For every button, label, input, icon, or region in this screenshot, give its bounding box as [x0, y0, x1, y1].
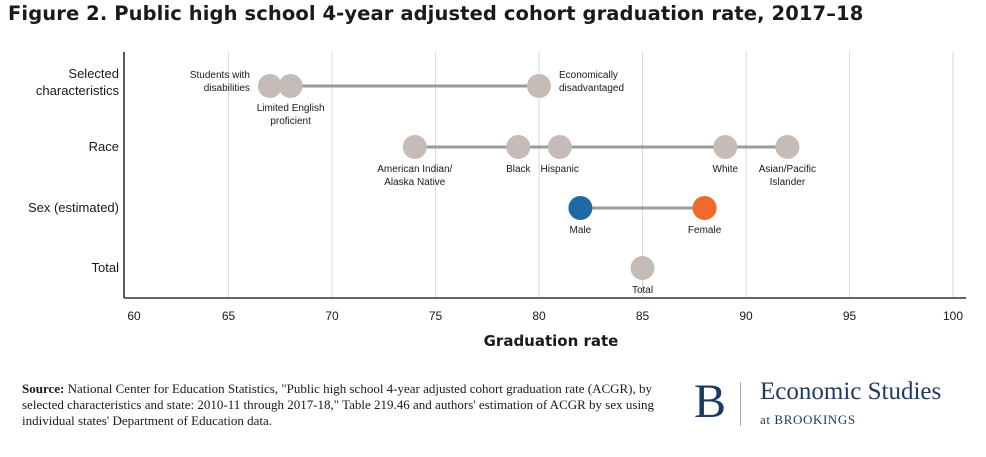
figure-title: Figure 2. Public high school 4-year adju…: [8, 2, 864, 25]
brand-name: Economic Studies: [760, 378, 942, 405]
data-point: [402, 135, 427, 159]
x-tick-label: 60: [127, 309, 141, 323]
point-label: Male: [570, 225, 592, 236]
point-label: Female: [688, 225, 722, 236]
data-point: [713, 135, 738, 159]
x-tick-label: 100: [943, 309, 963, 323]
data-series: Students with disabilities Limited English…: [190, 70, 816, 296]
data-point: [630, 256, 655, 280]
dot-plot-chart: 60 65 70 75 80 85 90 95 100 Selected characterist…: [28, 52, 966, 350]
x-tick-label: 65: [222, 309, 236, 323]
source-note: Source: National Center for Education St…: [22, 381, 662, 429]
point-label: Economically disadvantaged: [559, 70, 624, 94]
data-point: [692, 196, 717, 220]
point-label: Students with disabilities: [190, 70, 250, 94]
point-label: Asian/Pacific Islander: [759, 164, 816, 188]
x-tick-label: 85: [636, 309, 650, 323]
brookings-logo: B: [694, 375, 727, 428]
point-label: White: [713, 164, 739, 175]
data-point: [278, 74, 303, 98]
axes: 60 65 70 75 80 85 90 95 100: [123, 52, 966, 323]
category-labels: Selected characteristics Race Sex (estimate…: [28, 66, 120, 275]
category-label: Total: [92, 260, 120, 275]
data-point: [506, 135, 531, 159]
x-tick-label: 80: [532, 309, 546, 323]
point-label: Hispanic: [541, 164, 579, 175]
point-label: Limited English proficient: [257, 103, 325, 127]
x-tick-label: 75: [429, 309, 443, 323]
source-label: Source:: [22, 381, 65, 396]
data-point: [775, 135, 800, 159]
point-label: American Indian/Alaska Native: [377, 164, 452, 188]
gridlines: [228, 52, 954, 298]
point-label: Black: [506, 164, 531, 175]
data-point: [547, 135, 572, 159]
category-label: Selected characteristics: [36, 66, 120, 98]
category-label: Race: [89, 139, 119, 154]
point-label: Total: [632, 285, 653, 296]
category-label: Sex (estimated): [28, 200, 119, 215]
data-point: [568, 196, 593, 220]
brand-divider: [740, 382, 741, 426]
x-axis-title: Graduation rate: [484, 332, 619, 350]
brand-subtitle: at BROOKINGS: [760, 412, 856, 427]
x-tick-label: 95: [843, 309, 857, 323]
x-tick-label: 90: [739, 309, 753, 323]
source-text: National Center for Education Statistics…: [22, 381, 655, 428]
x-tick-label: 70: [325, 309, 339, 323]
data-point: [257, 74, 282, 98]
data-point: [527, 74, 551, 98]
